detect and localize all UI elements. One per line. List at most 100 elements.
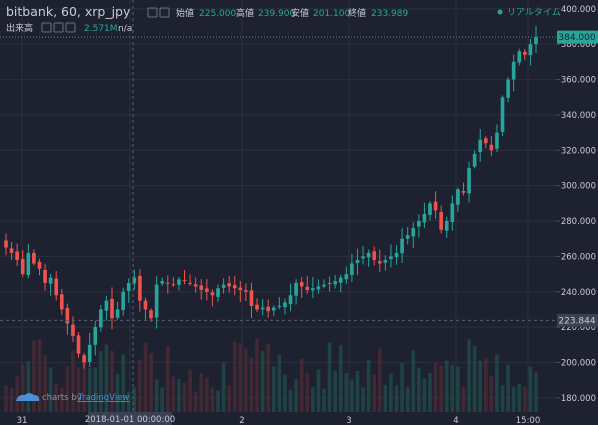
symbol-title[interactable]: bitbank, 60, xrp_jpy: [6, 4, 131, 19]
volume-bar: [165, 345, 170, 412]
volume-bar: [506, 364, 510, 412]
ohlc-low-label: 安値: [291, 7, 309, 19]
header-tool-icons[interactable]: [147, 7, 170, 18]
candle-body: [511, 61, 516, 80]
candle-body: [350, 263, 354, 276]
watermark-prefix: charts by: [42, 393, 82, 403]
crosshair-price-badge: [557, 313, 598, 327]
volume-bar: [266, 343, 271, 412]
candle-body: [255, 304, 259, 310]
volume-bar: [249, 357, 254, 412]
volume-bar: [59, 387, 64, 412]
tradingview-watermark[interactable]: charts by TradingView: [16, 393, 129, 403]
candle-body: [59, 294, 64, 310]
volume-bar: [500, 385, 505, 412]
hide-icon[interactable]: [159, 7, 170, 18]
volume-bar: [15, 376, 19, 412]
volume-tool-icons[interactable]: [41, 22, 76, 33]
candle-body: [338, 277, 343, 283]
volume-bar: [260, 350, 265, 412]
candle-body: [394, 252, 399, 257]
candle-body: [327, 282, 332, 284]
volume-bar: [523, 386, 527, 412]
volume-bar: [417, 367, 421, 412]
volume-bar: [143, 342, 148, 412]
volume-close-icon[interactable]: [65, 22, 76, 33]
candle-body: [43, 269, 47, 283]
x-tick-label: 4: [453, 416, 458, 425]
volume-bar: [255, 338, 259, 412]
candle-body: [15, 251, 19, 260]
crosshair-price-label: 223.844: [558, 316, 595, 326]
volume-bar: [210, 387, 215, 412]
ohlc-open-value: 225.000: [199, 9, 236, 19]
crosshair-time-badge: [88, 412, 172, 425]
ohlc-close-value: 233.989: [371, 9, 408, 19]
candle-body: [400, 238, 404, 254]
candle-body: [311, 288, 315, 291]
volume-bar: [37, 339, 42, 412]
candle-body: [333, 281, 337, 285]
volume-bar: [26, 361, 31, 412]
settings-icon[interactable]: [147, 7, 158, 18]
candle-body: [523, 51, 527, 55]
volume-bar: [32, 340, 36, 412]
volume-bar: [439, 365, 443, 412]
volume-eye-icon[interactable]: [41, 22, 52, 33]
volume-bar: [338, 345, 343, 412]
volume-bar: [110, 350, 114, 412]
volume-bar: [76, 367, 81, 412]
candle-body: [389, 256, 393, 260]
candle-body: [182, 280, 187, 282]
candle-body: [227, 283, 231, 287]
y-tick-label: 300.000: [561, 182, 596, 192]
volume-bar: [121, 354, 125, 412]
volume-bar: [400, 362, 404, 412]
candle-body: [467, 167, 471, 194]
ohlc-low-value: 201.100: [313, 9, 350, 19]
volume-bar: [478, 360, 483, 412]
volume-bar: [126, 391, 131, 412]
candle-body: [143, 300, 148, 310]
volume-bar: [483, 358, 488, 412]
volume-bar: [227, 385, 231, 412]
candle-body: [171, 284, 176, 286]
volume-settings-icon[interactable]: [53, 22, 64, 33]
volume-bar: [433, 362, 438, 412]
volume-bar: [517, 383, 522, 412]
candle-body: [372, 251, 377, 260]
volume-bar: [232, 342, 237, 412]
volume-bar: [372, 374, 377, 412]
volume-bar: [199, 373, 204, 412]
candle-body: [294, 282, 298, 296]
tradingview-cloud-icon: [16, 393, 40, 401]
candle-body: [495, 132, 499, 149]
watermark-brand[interactable]: TradingView: [77, 393, 129, 403]
volume-bar: [299, 359, 304, 412]
candle-body: [9, 248, 14, 253]
candle-body: [383, 259, 388, 263]
volume-bar: [467, 339, 471, 412]
y-tick-label: 340.000: [561, 111, 596, 121]
candle-body: [104, 300, 109, 311]
volume-bar: [71, 350, 75, 412]
candle-body: [238, 287, 243, 290]
volume-bar: [177, 379, 181, 412]
candle-body: [87, 344, 92, 362]
volume-bar: [344, 373, 349, 412]
y-tick-label: 320.000: [561, 146, 596, 156]
candle-body: [377, 261, 382, 264]
candle-body: [121, 291, 125, 310]
candle-body: [500, 97, 505, 132]
volume-bar: [450, 364, 455, 412]
y-tick-label: 240.000: [561, 288, 596, 298]
volume-bar: [355, 370, 360, 412]
candle-body: [405, 235, 410, 239]
volume-bar: [405, 387, 410, 412]
candle-body: [534, 37, 538, 45]
volume-bar: [221, 362, 226, 412]
candle-body: [444, 221, 449, 231]
volume-bar: [444, 360, 449, 412]
